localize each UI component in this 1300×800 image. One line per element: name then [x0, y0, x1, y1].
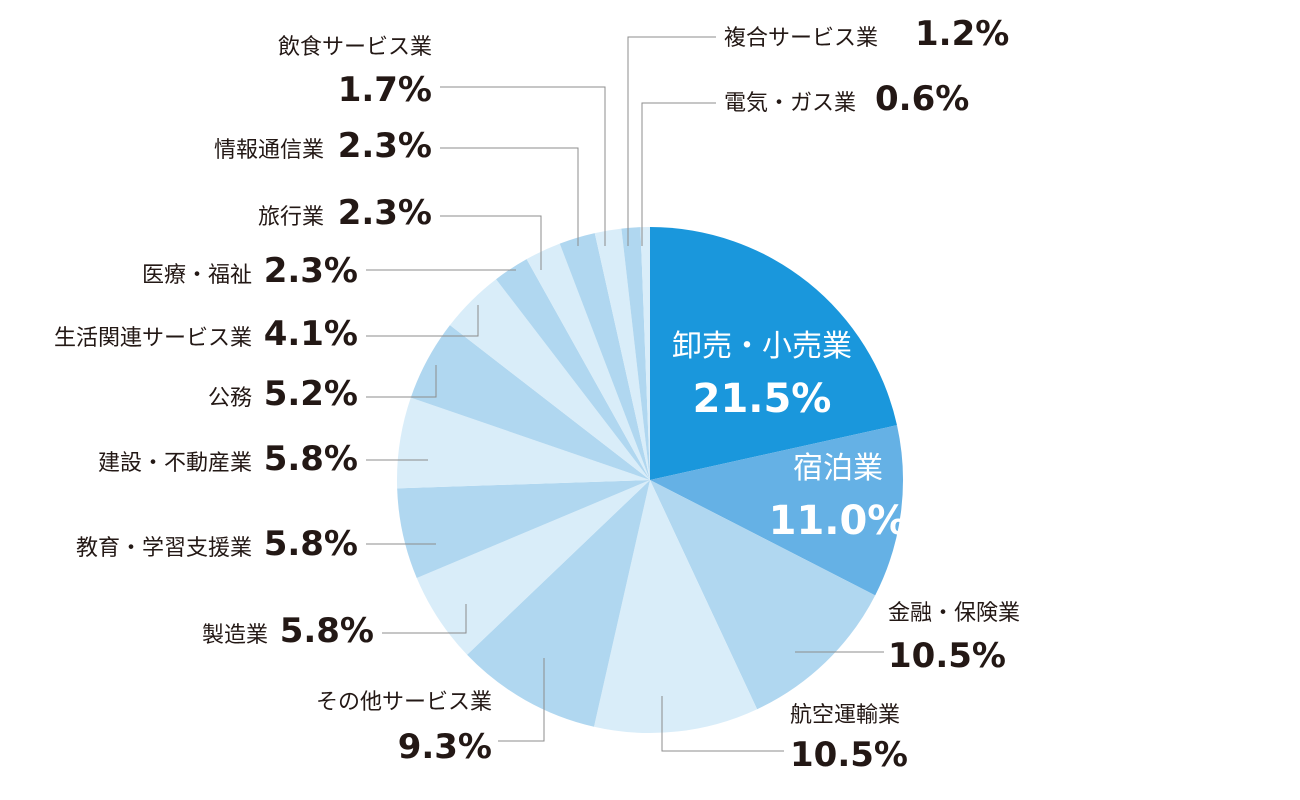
slice-label-value-15: 0.6% — [875, 79, 969, 119]
pie-slice-5 — [416, 480, 650, 655]
pie-slice-3 — [593, 480, 758, 733]
slice-label-value-4: 9.3% — [398, 727, 492, 767]
slice-label-name-3: 航空運輸業 — [790, 703, 900, 728]
pie-slice-10 — [496, 259, 650, 480]
slice-label-value-9: 4.1% — [264, 314, 358, 354]
pie-slice-11 — [526, 243, 650, 480]
leader-line-13 — [440, 86, 606, 246]
slice-label-name-15: 電気・ガス業 — [724, 91, 856, 116]
leader-line-11 — [440, 215, 542, 270]
leader-lines — [366, 36, 884, 752]
slice-label-name-11: 旅行業 — [258, 205, 324, 230]
leader-line-5 — [382, 604, 467, 634]
slice-label-name-0: 卸売・小売業 — [672, 329, 852, 364]
slice-label-value-2: 10.5% — [888, 636, 1006, 676]
slice-label-name-10: 医療・福祉 — [142, 263, 252, 288]
pie-slice-4 — [467, 480, 650, 727]
slice-label-value-11: 2.3% — [338, 193, 432, 233]
pie-slice-15 — [640, 227, 650, 480]
leader-line-4 — [498, 658, 545, 742]
leader-line-15 — [641, 102, 716, 246]
pie-slice-6 — [397, 480, 650, 579]
slice-label-value-13: 1.7% — [338, 70, 432, 110]
slice-label-value-8: 5.2% — [264, 374, 358, 414]
pie-slice-1 — [650, 425, 903, 596]
slice-label-name-13: 飲食サービス業 — [278, 35, 432, 60]
slice-labels: 卸売・小売業 21.5% 宿泊業 11.0% 金融・保険業 10.5% 航空運輸業 10.5%… — [54, 14, 1020, 775]
pie-slice-12 — [559, 233, 650, 480]
slice-label-name-1: 宿泊業 — [793, 451, 883, 486]
slice-label-name-8: 公務 — [208, 386, 252, 411]
slice-label-name-12: 情報通信業 — [214, 138, 324, 163]
slice-label-value-10: 2.3% — [264, 251, 358, 291]
slice-label-value-5: 5.8% — [280, 611, 374, 651]
pie-slice-8 — [410, 325, 650, 480]
leader-line-12 — [440, 147, 579, 246]
slice-label-value-12: 2.3% — [338, 126, 432, 166]
slice-label-value-1: 11.0% — [769, 498, 908, 544]
leader-line-3 — [661, 696, 784, 752]
slice-label-value-6: 5.8% — [264, 524, 358, 564]
slice-label-name-4: その他サービス業 — [316, 690, 492, 715]
pie-slice-7 — [397, 397, 650, 489]
pie-slice-14 — [621, 227, 650, 480]
slice-label-name-7: 建設・不動産業 — [98, 451, 252, 476]
pie-slice-0 — [650, 227, 897, 480]
leader-line-8 — [366, 365, 437, 398]
leader-line-9 — [366, 305, 479, 337]
pie-slice-9 — [449, 279, 650, 480]
leader-line-14 — [627, 36, 716, 246]
slice-label-value-14: 1.2% — [915, 14, 1009, 54]
slice-label-value-0: 21.5% — [693, 376, 832, 422]
pie-slices — [397, 227, 903, 733]
slice-label-name-9: 生活関連サービス業 — [54, 326, 252, 351]
slice-label-name-5: 製造業 — [202, 623, 268, 648]
slice-label-name-14: 複合サービス業 — [724, 26, 878, 51]
slice-label-name-2: 金融・保険業 — [888, 601, 1020, 626]
pie-slice-13 — [594, 228, 650, 480]
slice-label-name-6: 教育・学習支援業 — [76, 536, 252, 561]
slice-label-value-3: 10.5% — [790, 735, 908, 775]
slice-label-value-7: 5.8% — [264, 439, 358, 479]
